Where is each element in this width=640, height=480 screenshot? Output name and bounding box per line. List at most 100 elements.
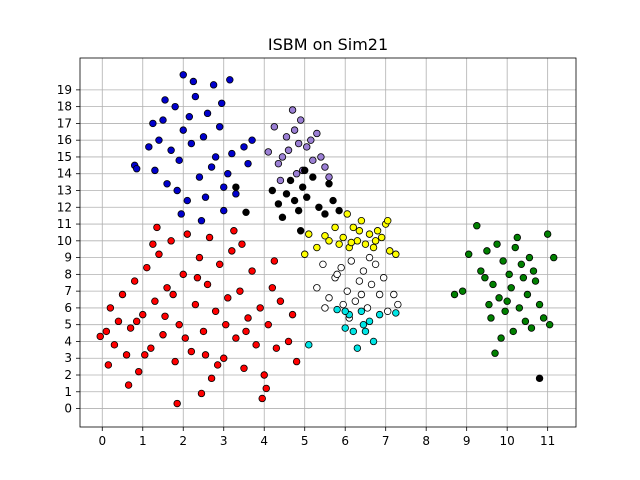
y-tick-label: 12 [57, 200, 72, 214]
data-point [244, 314, 252, 322]
data-points [96, 71, 558, 408]
data-point [228, 247, 236, 255]
data-point [465, 250, 473, 258]
data-point [499, 257, 507, 265]
data-point [278, 213, 287, 222]
data-point [473, 222, 481, 230]
data-point [244, 159, 252, 168]
data-point [523, 290, 532, 299]
data-point [226, 76, 234, 84]
data-point [220, 183, 228, 191]
data-point [339, 233, 347, 242]
y-tick-label: 13 [57, 184, 72, 198]
data-point [220, 206, 228, 215]
data-point [232, 334, 240, 342]
cluster-3 [232, 166, 544, 383]
y-tick-label: 18 [57, 100, 72, 114]
data-point [513, 233, 521, 242]
data-point [355, 277, 364, 285]
data-point [315, 203, 323, 211]
data-point [394, 300, 402, 309]
data-point [527, 324, 536, 332]
data-point [390, 290, 398, 299]
data-point [211, 307, 220, 315]
data-point [203, 280, 212, 289]
data-point [220, 354, 228, 362]
data-point [321, 304, 329, 312]
data-point [509, 327, 517, 336]
data-point [377, 233, 386, 242]
data-point [347, 238, 355, 247]
y-tick-label: 19 [57, 83, 72, 97]
data-point [550, 253, 558, 262]
cluster-1 [130, 71, 256, 225]
data-point [294, 206, 303, 215]
x-tick-label: 1 [139, 434, 147, 448]
x-tick-label: 2 [179, 434, 187, 448]
y-tick-label: 7 [64, 284, 72, 298]
data-point [329, 196, 337, 205]
data-point [173, 399, 181, 408]
data-point [369, 337, 378, 346]
data-point [450, 290, 459, 299]
data-point [511, 243, 519, 252]
data-point [384, 216, 392, 225]
data-point [343, 210, 351, 218]
data-point [325, 237, 333, 245]
y-tick-label: 9 [64, 251, 72, 265]
data-point [143, 263, 151, 272]
data-point [365, 253, 374, 262]
data-point [207, 163, 216, 171]
data-point [491, 349, 499, 357]
data-point [155, 136, 163, 144]
data-point [309, 156, 317, 165]
data-point [495, 294, 503, 302]
data-point [222, 320, 230, 329]
data-point [201, 351, 210, 359]
data-point [201, 193, 210, 201]
data-point [282, 133, 291, 141]
data-point [335, 206, 343, 215]
data-point [209, 81, 218, 89]
data-point [321, 210, 329, 218]
x-tick-label: 9 [463, 434, 471, 448]
data-point [363, 304, 372, 312]
data-point [139, 310, 147, 319]
y-tick-label: 0 [64, 402, 72, 416]
data-point [305, 230, 313, 238]
data-point [159, 331, 167, 339]
data-point [284, 337, 293, 346]
data-point [270, 257, 279, 265]
data-point [505, 270, 513, 279]
data-point [497, 334, 505, 342]
data-point [264, 320, 272, 329]
data-point [159, 116, 167, 124]
data-point [260, 371, 268, 379]
data-point [238, 240, 246, 248]
data-point [333, 270, 341, 279]
cluster-5 [313, 253, 402, 322]
data-point [240, 364, 248, 372]
y-tick-label: 16 [57, 133, 72, 147]
data-point [114, 317, 123, 326]
data-point [177, 210, 185, 218]
data-point [371, 237, 380, 245]
data-point [175, 320, 183, 329]
data-point [211, 153, 220, 161]
data-point [353, 344, 362, 352]
data-point [145, 143, 153, 151]
data-point [489, 280, 497, 289]
x-tick-label: 10 [500, 434, 515, 448]
data-point [303, 193, 311, 201]
cluster-6 [305, 305, 400, 352]
data-point [292, 170, 301, 178]
data-point [161, 96, 169, 104]
data-point [171, 357, 179, 366]
data-point [303, 143, 311, 151]
y-tick-label: 3 [64, 351, 72, 365]
data-point [236, 287, 244, 295]
data-point [203, 109, 212, 118]
data-point [305, 341, 313, 349]
data-point [191, 300, 200, 309]
data-point [301, 166, 309, 175]
